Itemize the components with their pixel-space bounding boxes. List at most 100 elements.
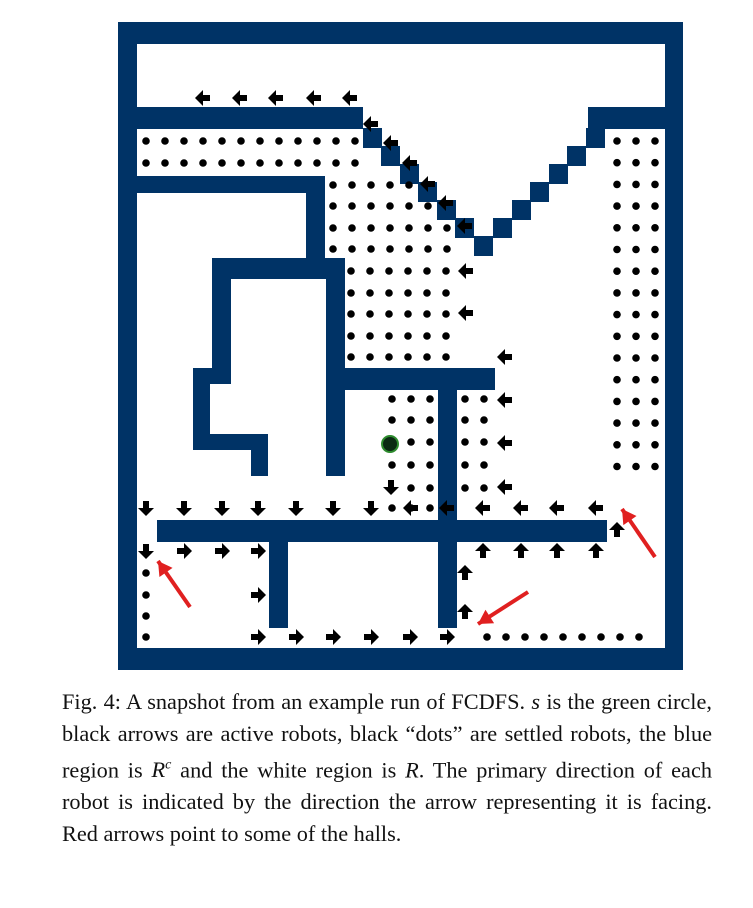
settled-robot-dot [613, 224, 621, 232]
wall-segment [438, 368, 457, 628]
symbol-r-complement: Rc [152, 757, 172, 782]
settled-robot-dot [502, 633, 510, 641]
settled-robot-dot [651, 267, 659, 276]
active-robot-arrow [383, 480, 399, 495]
active-robot-arrow [289, 629, 304, 645]
settled-robot-dot [218, 137, 226, 145]
settled-robot-dot [578, 633, 586, 641]
settled-robot-dot [442, 353, 450, 361]
stair-block [530, 182, 549, 202]
settled-robot-dot [348, 245, 356, 253]
red-arrow-head [622, 509, 637, 526]
active-robot-arrow [251, 587, 266, 603]
settled-robot-dot [405, 181, 413, 189]
wall-segment [326, 258, 345, 476]
settled-robot-dot [613, 441, 621, 449]
active-robot-arrow [588, 500, 603, 516]
active-robot-arrow [549, 543, 565, 558]
settled-robot-dot [329, 181, 337, 189]
settled-robot-dot [632, 180, 640, 189]
red-arrow-head [158, 561, 173, 578]
settled-robot-dot [651, 137, 659, 145]
settled-robot-dot [385, 289, 393, 297]
settled-robot-dot [613, 137, 621, 145]
settled-robot-dot [540, 633, 548, 641]
hall-pointers [156, 507, 657, 626]
active-robot-arrow [549, 500, 564, 516]
settled-robot-dot [559, 633, 567, 641]
stair-block [400, 164, 419, 184]
caption-text-2: is the green circle, black arrows are ac… [62, 689, 712, 783]
settled-robot-dot [367, 224, 375, 232]
settled-robot-dot [461, 461, 469, 469]
settled-robot-dot [426, 484, 434, 492]
settled-robot-dot [347, 332, 355, 340]
settled-robot-dot [426, 461, 434, 469]
stair-block [567, 146, 586, 166]
settled-robot-dot [632, 354, 640, 362]
settled-robot-dot [142, 569, 150, 577]
settled-robot-dot [632, 375, 640, 384]
settled-robot-dot [385, 332, 393, 340]
wall-segment [326, 368, 495, 390]
settled-robot-dot [366, 353, 374, 361]
settled-robot-dot [613, 375, 621, 384]
settled-robot-dot [388, 416, 396, 424]
settled-robot-dot [461, 484, 469, 492]
active-robot-arrow [195, 90, 210, 106]
red-arrow-pointer [156, 559, 192, 609]
settled-robot-dot [426, 416, 434, 424]
settled-robot-dot [351, 159, 359, 167]
settled-robot-dot [651, 224, 659, 232]
obstacle-region [118, 22, 683, 670]
settled-robot-dot [651, 375, 659, 384]
settled-robot-dot [407, 416, 415, 424]
settled-robot-dot [388, 395, 396, 403]
settled-robot-dot [404, 353, 412, 361]
settled-robot-dot [142, 159, 150, 167]
settled-robot-dot [366, 310, 374, 318]
settled-robot-dot [443, 224, 451, 232]
settled-robot-dot [386, 224, 394, 232]
symbol-r-complement-base: R [151, 757, 166, 783]
settled-robot-dot [442, 310, 450, 318]
settled-robot-dot [313, 159, 321, 167]
settled-robots [142, 137, 659, 641]
active-robot-arrow [363, 116, 378, 132]
settled-robot-dot [329, 245, 337, 253]
active-robot-arrow [513, 500, 528, 516]
settled-robot-dot [142, 591, 150, 599]
settled-robot-dot [483, 633, 491, 641]
settled-robot-dot [424, 202, 432, 210]
settled-robot-dot [385, 310, 393, 318]
settled-robot-dot [442, 332, 450, 340]
settled-robot-dot [351, 137, 359, 145]
settled-robot-dot [237, 137, 245, 145]
source-marker [381, 435, 399, 453]
settled-robot-dot [597, 633, 605, 641]
settled-robot-dot [142, 633, 150, 641]
active-robot-arrow [251, 543, 266, 559]
stair-block [381, 146, 400, 166]
settled-robot-dot [613, 354, 621, 362]
red-arrow-pointer [620, 507, 657, 559]
stair-block [474, 236, 493, 256]
settled-robot-dot [480, 461, 488, 469]
active-robot-arrow [497, 479, 512, 495]
environment-map [118, 22, 683, 670]
settled-robot-dot [651, 419, 659, 427]
settled-robot-dot [386, 202, 394, 210]
active-robot-arrow [215, 543, 230, 559]
wall-segment [306, 176, 325, 262]
settled-robot-dot [613, 310, 621, 319]
stair-block [493, 218, 512, 238]
red-arrow-pointer [476, 590, 530, 626]
settled-robot-dot [294, 137, 302, 145]
active-robot-arrow [609, 522, 625, 537]
settled-robot-dot [632, 202, 640, 210]
settled-robot-dot [294, 159, 302, 167]
settled-robot-dot [632, 310, 640, 319]
settled-robot-dot [199, 159, 207, 167]
settled-robot-dot [256, 159, 264, 167]
settled-robot-dot [407, 461, 415, 469]
